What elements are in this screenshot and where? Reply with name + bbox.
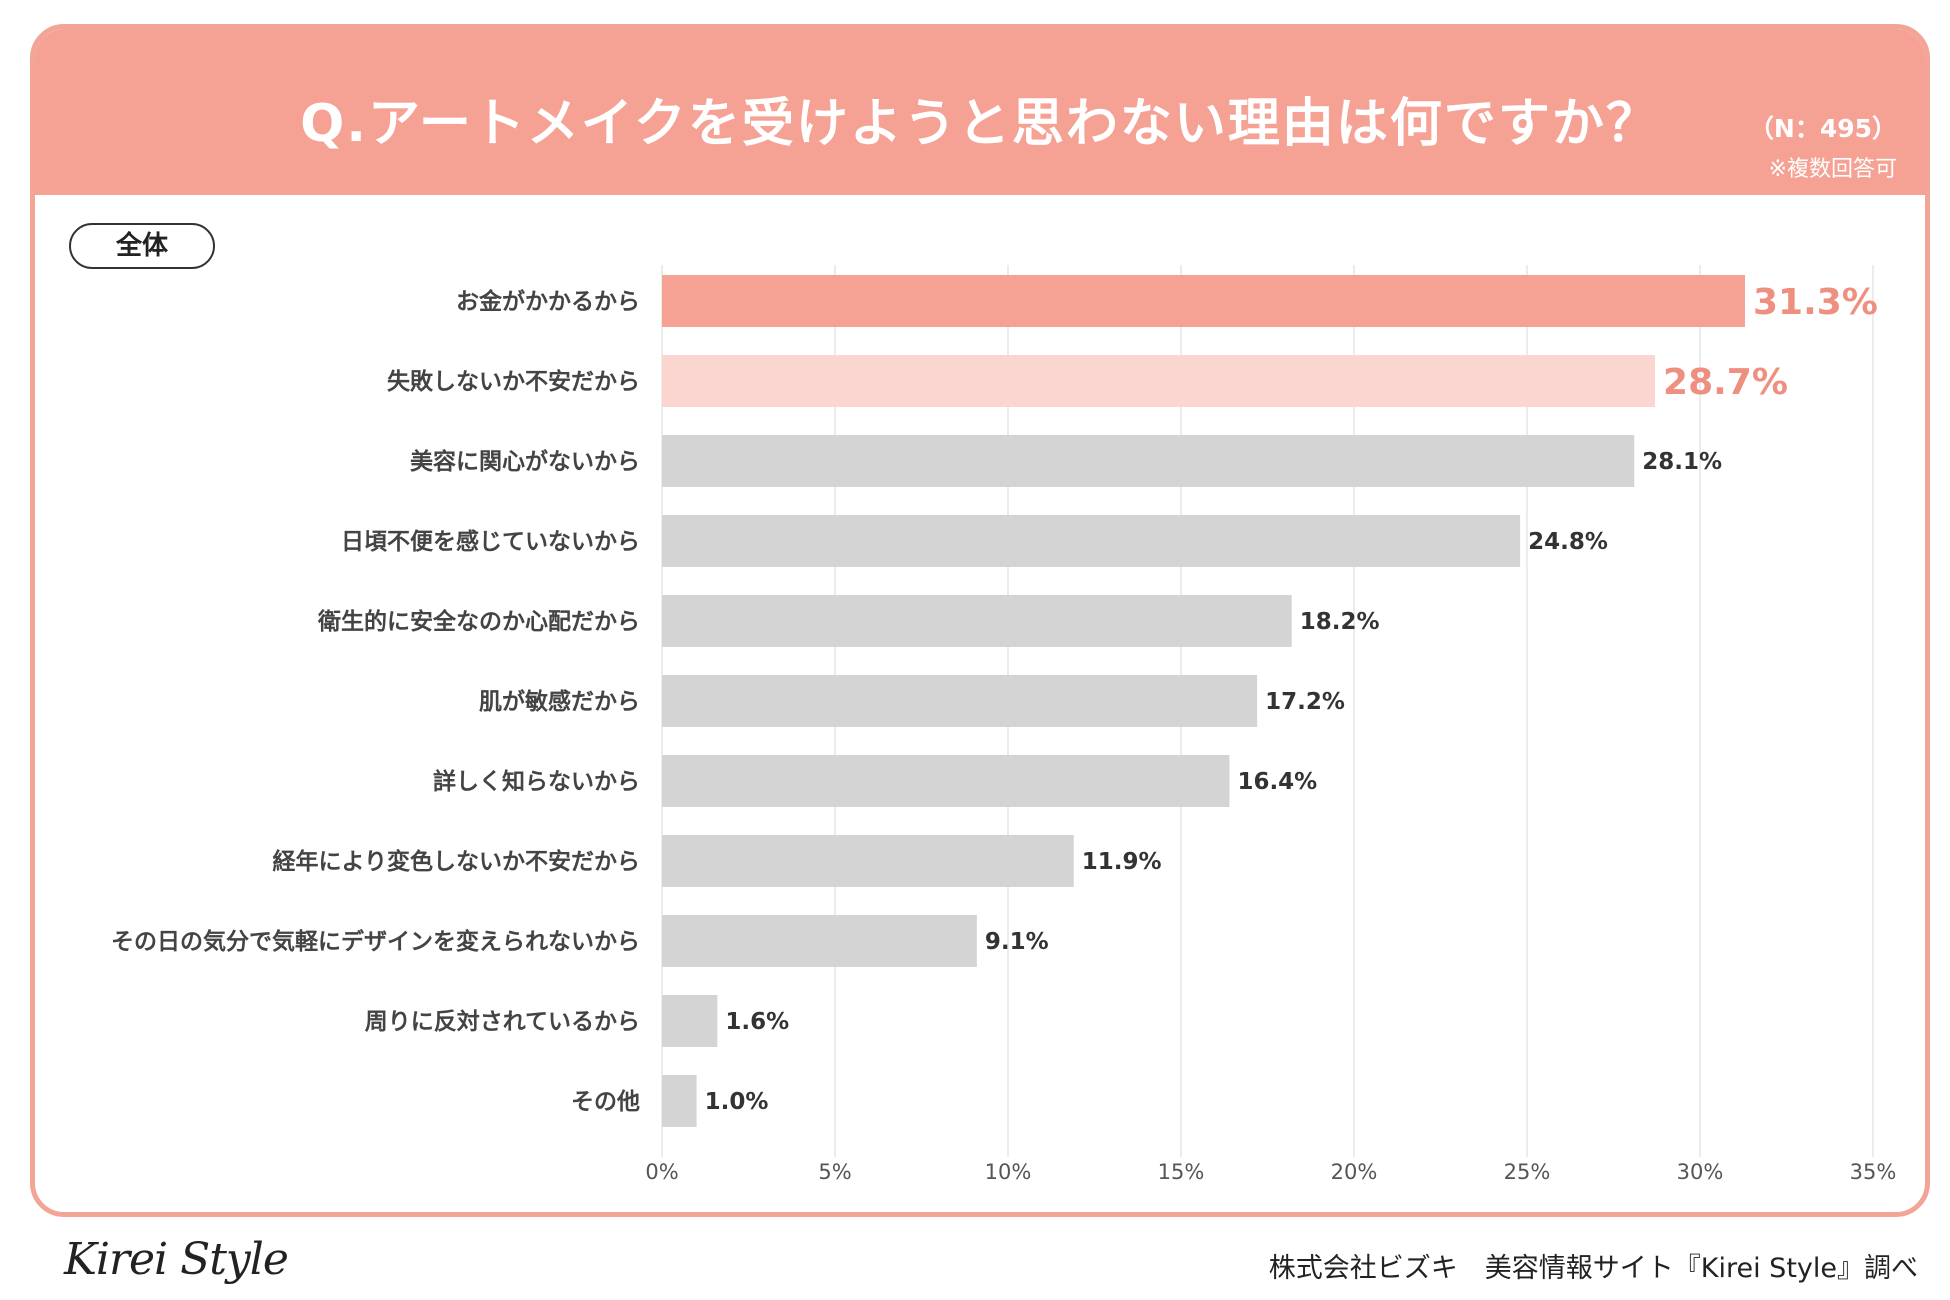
value-label: 1.6% <box>725 1009 789 1035</box>
value-label: 11.9% <box>1082 849 1162 875</box>
value-label: 28.1% <box>1642 449 1722 475</box>
chart-card: Q.アートメイクを受けようと思わない理由は何ですか？ （N：495） ※複数回答… <box>30 24 1930 1217</box>
value-label: 1.0% <box>705 1089 769 1115</box>
category-label: 経年により変色しないか不安だから <box>272 848 640 875</box>
value-label: 18.2% <box>1300 609 1380 635</box>
x-tick-label: 0% <box>645 1160 678 1184</box>
x-tick-label: 35% <box>1850 1160 1897 1184</box>
category-label: その日の気分で気軽にデザインを変えられないから <box>111 928 640 955</box>
category-label: 衛生的に安全なのか心配だから <box>317 608 640 635</box>
bar <box>662 675 1258 727</box>
value-label: 28.7% <box>1663 362 1788 403</box>
sample-size-label: （N：495） <box>1748 114 1897 143</box>
category-label: 美容に関心がないから <box>410 448 640 475</box>
bar <box>662 275 1745 327</box>
bar <box>662 355 1656 407</box>
value-label: 9.1% <box>985 929 1049 955</box>
multiple-answer-note: ※複数回答可 <box>1768 157 1897 182</box>
bar-chart: 0% 5% 10% 15% 20% 25% 30% 35% お金がかかるから 31.3% 失敗しない… <box>111 265 1897 1184</box>
category-label: 失敗しないか不安だから <box>387 368 640 395</box>
brand-logo: Kirei Style <box>64 1234 289 1285</box>
bar <box>662 755 1230 807</box>
category-label: 周りに反対されているから <box>365 1009 640 1035</box>
bar <box>662 995 718 1047</box>
category-label: 肌が敏感だから <box>479 688 640 715</box>
chart-header: Q.アートメイクを受けようと思わない理由は何ですか？ （N：495） ※複数回答… <box>35 29 1925 195</box>
value-label: 31.3% <box>1753 282 1878 323</box>
category-label: 詳しく知らないから <box>433 768 640 795</box>
x-tick-label: 30% <box>1677 1160 1724 1184</box>
x-tick-label: 10% <box>985 1160 1032 1184</box>
bar <box>662 435 1635 487</box>
value-label: 24.8% <box>1528 529 1608 555</box>
category-label: お金がかかるから <box>456 288 640 315</box>
bar <box>662 835 1074 887</box>
category-label: その他 <box>571 1089 640 1115</box>
x-tick-label: 5% <box>818 1160 851 1184</box>
x-tick-label: 15% <box>1158 1160 1205 1184</box>
x-tick-label: 20% <box>1331 1160 1378 1184</box>
bar <box>662 595 1292 647</box>
bar <box>662 515 1521 567</box>
value-label: 16.4% <box>1237 769 1317 795</box>
source-credit: 株式会社ビズキ 美容情報サイト『Kirei Style』調べ <box>1268 1253 1918 1284</box>
bar <box>662 1075 697 1127</box>
x-tick-label: 25% <box>1504 1160 1551 1184</box>
chart-title: Q.アートメイクを受けようと思わない理由は何ですか？ <box>300 94 1660 154</box>
value-label: 17.2% <box>1265 689 1345 715</box>
category-label: 日頃不便を感じていないから <box>341 528 640 555</box>
bar <box>662 915 977 967</box>
group-badge: 全体 <box>69 223 215 269</box>
